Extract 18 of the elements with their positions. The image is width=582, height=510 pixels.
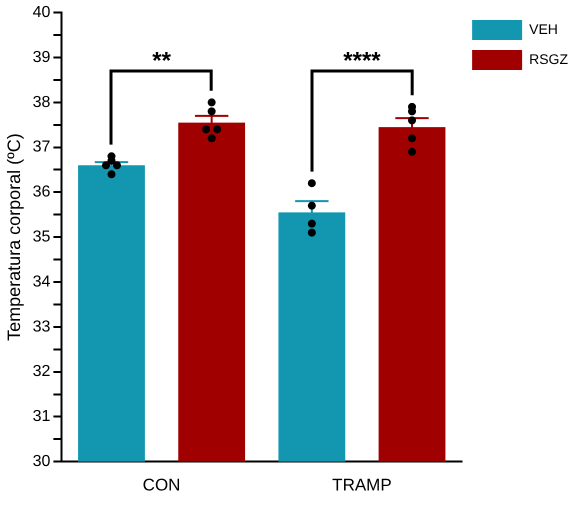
annotation: **	[152, 48, 172, 75]
legend-label: VEH	[529, 20, 558, 37]
y-tick-label: 39	[32, 48, 50, 66]
y-tick-label: 32	[32, 363, 50, 380]
x-tick-label: TRAMP	[332, 475, 392, 494]
y-axis-title: Temperatura corporal (ºC)	[4, 133, 24, 341]
annotation: ****	[343, 48, 382, 75]
x-tick-label: CON	[142, 475, 180, 494]
y-tick-label: 33	[32, 318, 50, 336]
y-tick-label: 38	[32, 94, 50, 111]
y-tick-label: 34	[32, 273, 50, 290]
y-tick-label: 35	[32, 228, 50, 246]
y-tick-label: 30	[32, 453, 50, 470]
y-tick-label: 40	[32, 4, 50, 22]
y-tick-label: 37	[32, 138, 50, 156]
y-tick-label: 31	[32, 408, 50, 426]
legend-label: RSGZ	[529, 50, 568, 67]
y-tick-label: 36	[32, 184, 50, 201]
